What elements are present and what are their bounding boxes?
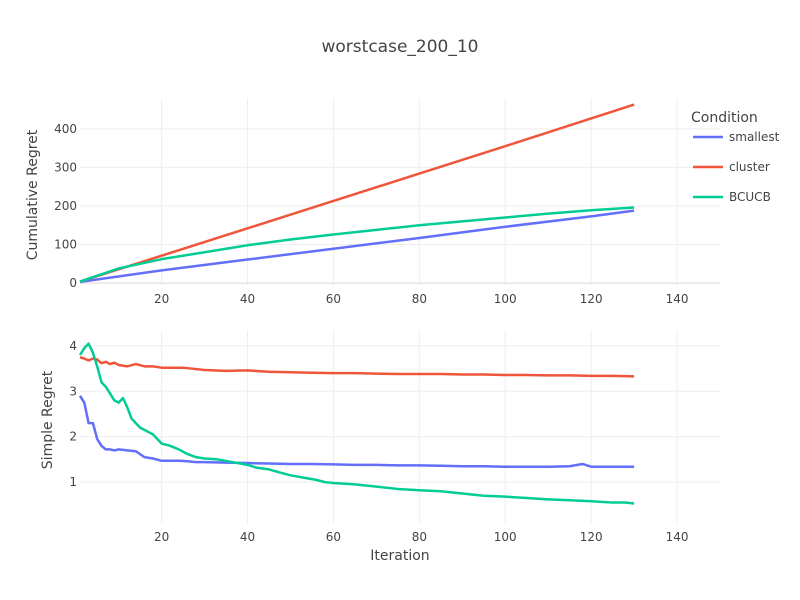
series-line-cluster[interactable]	[79, 356, 635, 378]
y-tick-label: 4	[69, 339, 77, 353]
legend-item-cluster[interactable]: cluster	[693, 160, 770, 174]
legend-item-bcucb[interactable]: BCUCB	[693, 190, 771, 204]
series-line-smallest[interactable]	[78, 395, 635, 468]
y-tick-label: 3	[69, 384, 77, 398]
y-tick-label: 200	[54, 199, 77, 213]
series-line-bcucb[interactable]	[78, 342, 635, 505]
y-axis-title-simple: Simple Regret	[40, 370, 56, 469]
series-line-cluster[interactable]	[79, 103, 635, 283]
legend-item-smallest[interactable]: smallest	[693, 130, 780, 144]
legend-label: smallest	[729, 130, 780, 144]
x-tick-label: 80	[412, 530, 427, 544]
y-tick-label: 300	[54, 160, 77, 174]
series-line-smallest[interactable]	[79, 209, 635, 284]
legend-title: Condition	[691, 110, 758, 126]
series-line-bcucb[interactable]	[79, 206, 635, 283]
x-tick-label: 120	[580, 530, 603, 544]
x-tick-label: 100	[494, 292, 517, 306]
x-tick-label: 80	[412, 292, 427, 306]
legend-label: BCUCB	[729, 190, 771, 204]
x-tick-label: 100	[494, 530, 517, 544]
y-tick-label: 100	[54, 238, 77, 252]
x-axis-title: Iteration	[370, 548, 429, 564]
legend[interactable]: Condition smallest cluster BCUCB	[691, 110, 780, 204]
x-tick-label: 120	[580, 292, 603, 306]
y-tick-label: 2	[69, 430, 77, 444]
x-tick-label: 60	[326, 292, 341, 306]
y-axis-title-cumulative: Cumulative Regret	[25, 129, 41, 260]
y-tick-label: 400	[54, 122, 77, 136]
simple-regret-panel: 20 40 60 80 100 120 140 1 2 3 4	[69, 330, 720, 544]
x-tick-label: 140	[666, 530, 689, 544]
x-tick-label: 20	[154, 292, 169, 306]
x-tick-label: 60	[326, 530, 341, 544]
x-tick-label: 20	[154, 530, 169, 544]
legend-label: cluster	[729, 160, 770, 174]
x-tick-label: 140	[666, 292, 689, 306]
x-tick-label: 40	[240, 292, 255, 306]
x-tick-label: 40	[240, 530, 255, 544]
chart-title: worstcase_200_10	[322, 37, 479, 57]
y-tick-label: 0	[69, 276, 77, 290]
cumulative-regret-panel: 20 40 60 80 100 120 140 0 100 200 300 400	[54, 98, 720, 306]
y-tick-label: 1	[69, 475, 77, 489]
